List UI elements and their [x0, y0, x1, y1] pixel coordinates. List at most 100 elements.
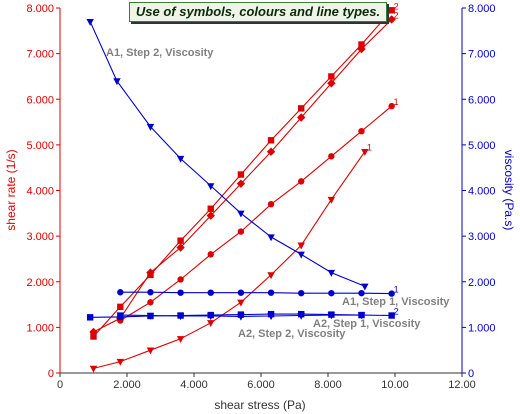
shear-rate-series-3: 1: [89, 143, 372, 373]
data-point-triangle: [267, 272, 275, 280]
data-point-circle: [207, 251, 214, 258]
data-point-triangle: [86, 18, 94, 26]
series-line: [89, 21, 366, 287]
y-axis-right-label: viscosity (Pa.s): [502, 150, 516, 231]
series-line: [120, 105, 393, 321]
y-right-tick-label: 1.000: [468, 322, 496, 334]
viscosity-series-7: [116, 312, 366, 321]
x-tick-label: 4.000: [180, 379, 208, 391]
data-point-circle: [388, 102, 395, 110]
y-left-tick-label: 2.000: [26, 277, 54, 289]
y-left-tick-label: 0: [48, 368, 54, 380]
data-point-triangle: [113, 78, 121, 86]
annotation-a2-step1: A2, Step 1, Viscosity: [313, 318, 421, 330]
data-point-circle: [147, 299, 154, 306]
data-point-triangle: [327, 196, 336, 204]
series-end-label: 2: [394, 1, 399, 11]
data-point-diamond: [206, 211, 215, 220]
data-point-square: [86, 314, 94, 321]
data-point-square: [267, 137, 275, 144]
x-axis-label: shear stress (Pa): [214, 398, 305, 412]
series-end-label: 1: [367, 143, 372, 153]
y-right-tick-label: 5.000: [468, 140, 496, 152]
data-point-circle: [237, 228, 245, 235]
data-point-diamond: [327, 79, 336, 88]
shear-rate-series-2: 1: [117, 97, 399, 324]
data-point-triangle: [116, 312, 124, 320]
axis-labels: shear stress (Pa) shear rate (1/s) visco…: [4, 149, 516, 412]
y-left-tick-label: 6.000: [26, 94, 54, 106]
data-point-triangle: [116, 358, 124, 366]
series-line: [93, 151, 366, 369]
data-point-triangle: [267, 313, 275, 321]
data-point-circle: [237, 289, 245, 296]
data-point-circle: [207, 289, 214, 296]
data-point-square: [388, 312, 395, 319]
shear-rate-series-1: 2: [89, 10, 399, 337]
data-point-square: [237, 171, 245, 178]
data-point-circle: [177, 276, 184, 283]
shear-rate-series-0: 2: [90, 1, 399, 340]
data-point-triangle: [207, 313, 215, 321]
data-point-triangle: [176, 155, 185, 163]
data-point-triangle: [327, 312, 336, 320]
y-right-tick-label: 7.000: [468, 49, 496, 61]
data-point-circle: [298, 178, 305, 185]
y-axis-left-label: shear rate (1/s): [4, 149, 18, 230]
y-right-tick-label: 8.000: [468, 3, 496, 15]
data-point-triangle: [146, 312, 155, 320]
data-point-square: [298, 105, 305, 112]
data-point-triangle: [327, 269, 336, 277]
data-point-triangle: [297, 312, 305, 320]
data-point-triangle: [297, 242, 305, 250]
data-point-circle: [328, 153, 335, 160]
data-point-diamond: [387, 15, 396, 24]
data-point-diamond: [176, 243, 185, 252]
data-point-triangle: [146, 123, 155, 131]
x-tick-label: 2.000: [113, 379, 141, 391]
data-point-triangle: [237, 313, 245, 321]
y-right-tick-label: 0: [468, 368, 474, 380]
y-left-tick-label: 3.000: [26, 231, 54, 243]
data-point-square: [358, 41, 365, 48]
data-point-diamond: [297, 113, 306, 122]
data-point-triangle: [361, 283, 369, 291]
x-tick-label: 12.00: [448, 379, 476, 391]
series-end-label: 2: [394, 10, 399, 20]
y-left-tick-label: 5.000: [26, 140, 54, 152]
annotation-a1-step1: A1, Step 1, Viscosity: [342, 296, 450, 308]
y-left-tick-label: 7.000: [26, 49, 54, 61]
data-point-circle: [267, 289, 275, 296]
y-left-tick-label: 4.000: [26, 186, 54, 198]
chart-title: Use of symbols, colours and line types.: [129, 2, 387, 22]
series-end-label: 2: [394, 307, 399, 317]
data-point-circle: [388, 290, 395, 297]
data-point-circle: [147, 289, 154, 296]
data-point-triangle: [89, 365, 98, 373]
annotation-a1-step2: A1, Step 2, Viscosity: [106, 47, 214, 59]
data-point-triangle: [357, 312, 366, 320]
series-line: [120, 291, 392, 295]
y-right-tick-label: 6.000: [468, 94, 496, 106]
data-point-square: [388, 7, 395, 14]
data-point-triangle: [176, 313, 185, 321]
data-point-triangle: [146, 347, 155, 355]
data-point-triangle: [297, 251, 305, 259]
data-point-square: [117, 303, 124, 311]
data-point-circle: [117, 289, 124, 296]
annotation-a2-step2: A2, Step 2, Viscosity: [238, 328, 346, 340]
data-point-circle: [177, 289, 184, 296]
chart-axes: 0 2.000 4.000 6.000 8.000 10.00 12.0001.0002.0…: [26, 3, 495, 391]
data-point-diamond: [266, 147, 276, 156]
data-point-square: [207, 205, 214, 212]
data-point-diamond: [146, 268, 155, 277]
y-right-tick-label: 4.000: [468, 186, 496, 198]
data-point-diamond: [236, 179, 246, 188]
data-point-triangle: [237, 299, 245, 307]
data-point-circle: [267, 200, 275, 208]
chart-annotation-layer: A1, Step 2, Viscosity A1, Step 1, Viscos…: [106, 47, 450, 340]
viscosity-series-4: [86, 18, 369, 291]
data-point-circle: [358, 289, 365, 297]
